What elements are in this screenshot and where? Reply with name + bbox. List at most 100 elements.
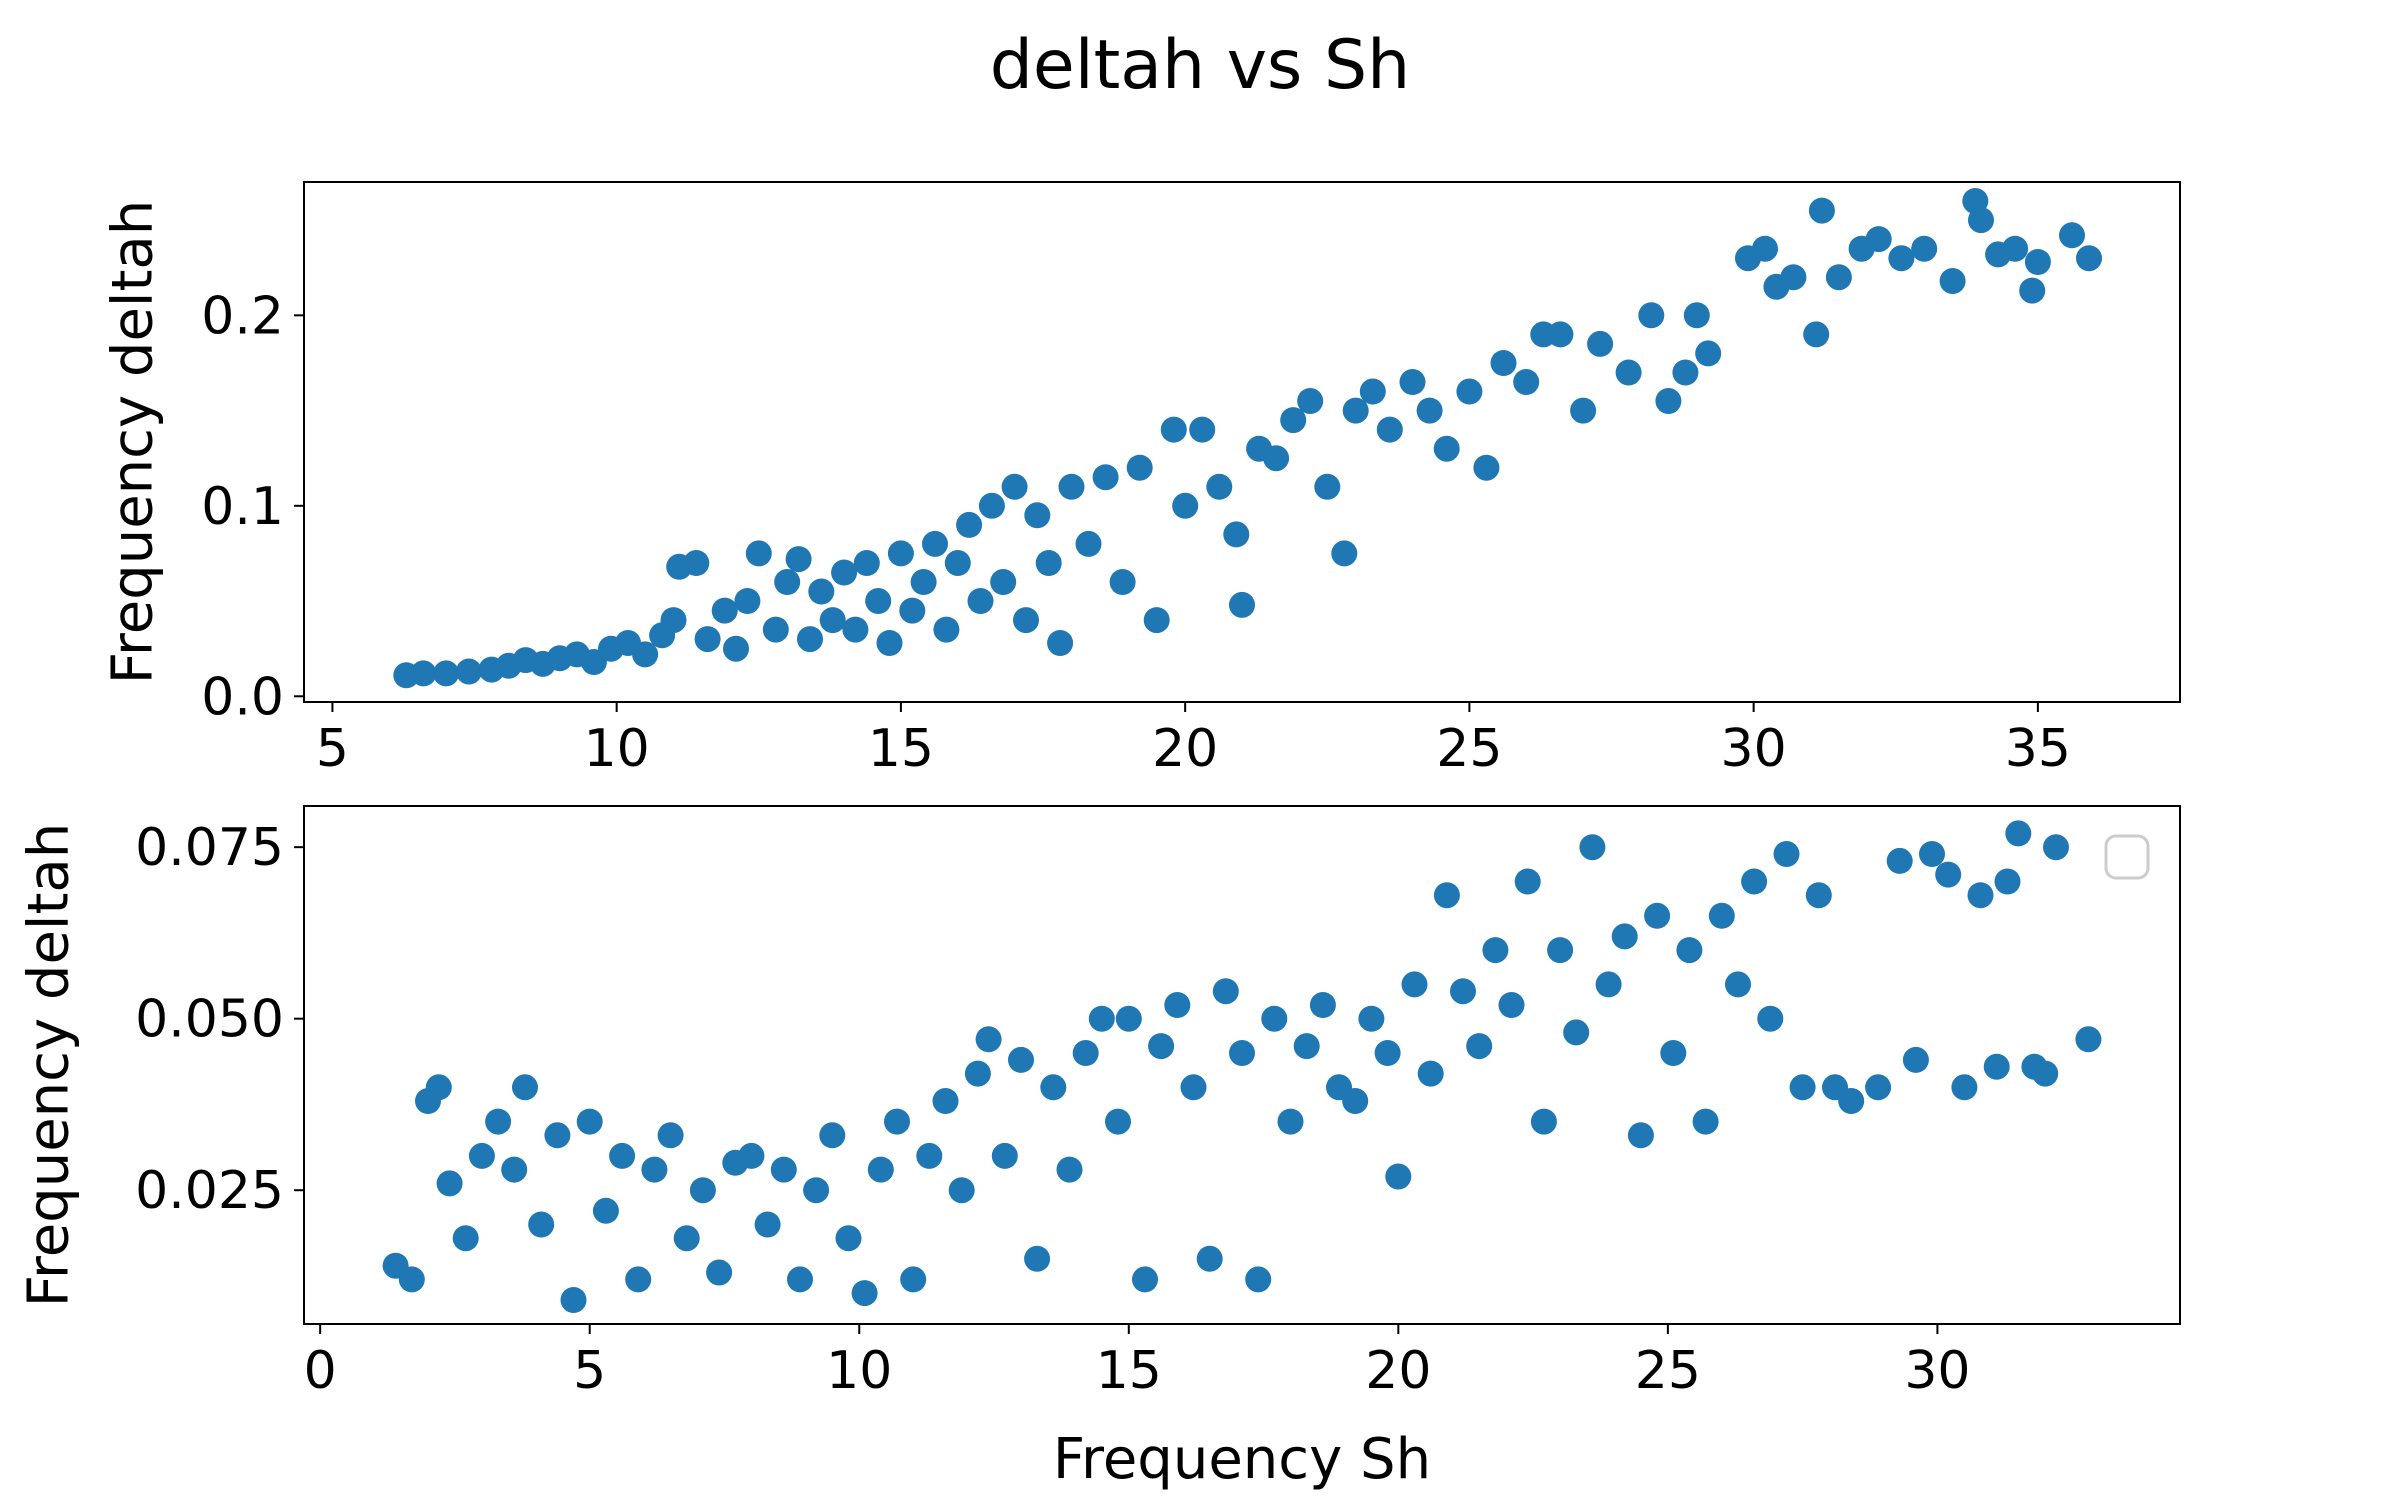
- bottom-scatter-point: [1385, 1163, 1412, 1190]
- bottom-x-axis: 0 5 10 15 20 25 30: [304, 1324, 1970, 1401]
- bottom-y-axis-label: Frequency deltah: [17, 823, 82, 1307]
- top-x-tick-label: 25: [1436, 719, 1502, 779]
- bottom-scatter-point: [1530, 1108, 1557, 1135]
- top-scatter-points: [393, 188, 2102, 689]
- top-x-tick: 10: [584, 702, 650, 779]
- bottom-scatter-point: [2075, 1026, 2102, 1053]
- top-x-tick-label: 10: [584, 719, 650, 779]
- bottom-scatter-point: [1676, 937, 1703, 964]
- top-y-tick-label: 0.0: [201, 667, 284, 727]
- top-scatter-point: [956, 511, 983, 538]
- top-scatter-point: [808, 578, 835, 605]
- bottom-scatter-point: [1579, 834, 1606, 861]
- top-scatter-point: [1655, 388, 1682, 414]
- bottom-scatter-point: [1164, 992, 1191, 1018]
- top-scatter-point: [1024, 502, 1051, 529]
- top-scatter-point: [1126, 454, 1153, 481]
- bottom-x-tick-label: 0: [304, 1341, 337, 1401]
- top-x-tick: 15: [868, 702, 934, 779]
- top-x-tick-label: 30: [1721, 719, 1787, 779]
- bottom-scatter-point: [1229, 1040, 1255, 1066]
- bottom-scatter-point: [1741, 868, 1768, 895]
- bottom-y-tick-label: 0.075: [135, 818, 284, 878]
- top-y-tick-label: 0.2: [201, 286, 284, 346]
- figure-title: deltah vs Sh: [990, 26, 1410, 105]
- bottom-scatter-point: [1482, 937, 1509, 964]
- top-scatter-point: [1490, 350, 1517, 376]
- top-scatter-point: [1314, 473, 1341, 500]
- bottom-scatter-point: [485, 1108, 512, 1135]
- top-scatter-point: [1223, 521, 1250, 548]
- bottom-scatter-point: [738, 1142, 765, 1169]
- bottom-scatter-point: [1563, 1019, 1590, 1046]
- bottom-scatter-point: [657, 1122, 684, 1149]
- top-scatter-point: [1695, 340, 1722, 367]
- top-scatter-point: [831, 559, 858, 586]
- top-scatter-point: [1035, 550, 1062, 576]
- bottom-scatter-point: [2005, 820, 2032, 847]
- bottom-scatter-point: [560, 1287, 587, 1313]
- bottom-scatter-point: [1245, 1266, 1272, 1293]
- top-scatter-point: [797, 626, 823, 653]
- bottom-scatter-point: [2043, 834, 2069, 861]
- bottom-scatter-point: [1450, 978, 1476, 1005]
- top-scatter-point: [734, 588, 761, 614]
- top-scatter-point: [922, 530, 948, 557]
- bottom-scatter-point: [835, 1225, 862, 1252]
- bottom-scatter-point: [948, 1177, 975, 1204]
- top-scatter-point: [1513, 369, 1540, 395]
- top-scatter-point: [1433, 435, 1460, 462]
- top-scatter-point: [1376, 416, 1403, 443]
- top-scatter-point: [2076, 245, 2102, 272]
- top-scatter-point: [944, 550, 971, 576]
- top-scatter-point: [1780, 264, 1807, 291]
- bottom-scatter-point: [452, 1225, 479, 1252]
- top-scatter-point: [1587, 330, 1614, 357]
- bottom-axes-frame: [303, 805, 2181, 1325]
- top-scatter-point: [2002, 235, 2029, 262]
- top-scatter-point: [745, 540, 772, 567]
- bottom-scatter-point: [1293, 1033, 1320, 1060]
- bottom-scatter-point: [625, 1266, 652, 1293]
- bottom-y-tick-label: 0.025: [135, 1161, 284, 1221]
- bottom-scatter-point: [884, 1108, 910, 1135]
- top-y-tick: 0.0: [201, 667, 304, 727]
- top-scatter-point: [660, 607, 687, 634]
- bottom-x-tick: 25: [1635, 1324, 1701, 1401]
- bottom-scatter-point: [1627, 1122, 1654, 1149]
- bottom-scatter-point: [398, 1266, 425, 1293]
- top-scatter-point: [865, 588, 892, 614]
- top-scatter-point: [455, 658, 482, 685]
- top-scatter-point: [1911, 235, 1938, 262]
- bottom-scatter-point: [1644, 902, 1671, 929]
- bottom-scatter-point: [1180, 1074, 1207, 1101]
- bottom-x-tick: 0: [304, 1324, 337, 1401]
- top-scatter-point: [1092, 464, 1119, 491]
- bottom-scatter-point: [592, 1197, 619, 1224]
- top-y-tick: 0.1: [201, 477, 304, 537]
- top-scatter-point: [1456, 378, 1483, 405]
- bottom-scatter-point: [1805, 882, 1832, 909]
- bottom-scatter-point: [1088, 1005, 1115, 1032]
- bottom-scatter-point: [1547, 937, 1574, 964]
- bottom-scatter-point: [2032, 1060, 2059, 1087]
- top-x-tick: 20: [1152, 702, 1218, 779]
- bottom-x-tick: 5: [573, 1324, 606, 1401]
- top-x-tick-label: 35: [2005, 719, 2071, 779]
- bottom-scatter-point: [1757, 1005, 1784, 1032]
- bottom-x-tick-label: 25: [1635, 1341, 1701, 1401]
- bottom-x-tick-label: 15: [1096, 1341, 1162, 1401]
- bottom-y-tick: 0.025: [135, 1161, 304, 1221]
- top-y-axis: 0.0 0.1 0.2: [201, 286, 304, 727]
- bottom-scatter-point: [1660, 1040, 1687, 1066]
- top-scatter-point: [694, 626, 721, 653]
- bottom-scatter-point: [1886, 847, 1913, 874]
- top-scatter-point: [1416, 397, 1443, 424]
- top-scatter-point: [1939, 268, 1966, 294]
- bottom-scatter-point: [932, 1088, 959, 1114]
- bottom-scatter-point: [1056, 1156, 1083, 1183]
- top-scatter-point: [1752, 235, 1778, 262]
- bottom-scatter-point: [1983, 1053, 2010, 1080]
- top-x-tick-label: 20: [1152, 719, 1218, 779]
